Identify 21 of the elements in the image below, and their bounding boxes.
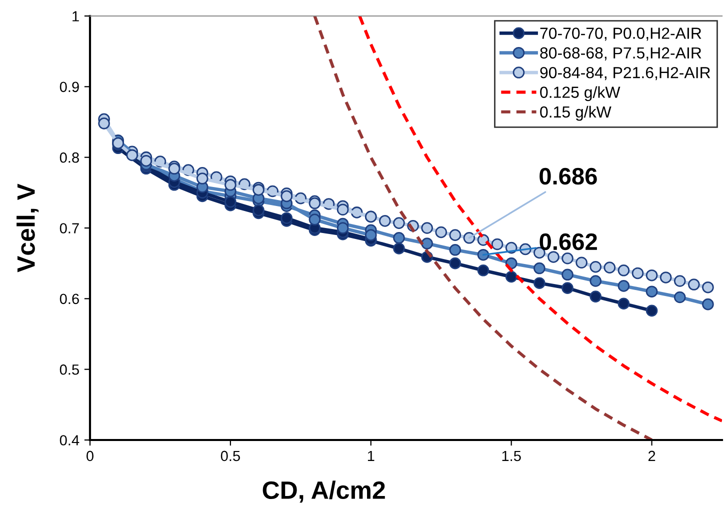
- x-tick-label: 0.5: [220, 450, 240, 462]
- x-tick-label: 1: [368, 450, 374, 461]
- x-axis-title: CD, A/cm2: [262, 480, 385, 503]
- y-tick-label: 0.6: [60, 294, 79, 304]
- y-tick-label: 0.9: [60, 82, 79, 92]
- legend-label: 80-68-68, P7.5,H2-AIR: [540, 47, 702, 60]
- x-tick-label: 0: [86, 450, 94, 462]
- y-tick-label: 0.5: [60, 364, 79, 375]
- y-tick-label: 0.4: [60, 435, 80, 446]
- legend-label: 90-84-84, P21.6,H2-AIR: [540, 66, 710, 80]
- annotation: 0.662: [540, 233, 597, 250]
- legend-label: 70-70-70, P0.0,H2-AIR: [540, 28, 702, 41]
- y-axis-title: Vcell, V: [16, 184, 39, 272]
- x-tick-label: 2: [648, 450, 656, 461]
- y-tick-label: 0.8: [60, 152, 79, 163]
- x-tick-label: 1.5: [502, 450, 521, 462]
- annotation: 0.686: [540, 168, 597, 185]
- y-tick-label: 1: [72, 11, 79, 22]
- y-tick-label: 0.7: [60, 223, 79, 234]
- legend-label: 0.125 g/kW: [540, 86, 620, 102]
- legend-label: 0.15 g/kW: [540, 106, 612, 121]
